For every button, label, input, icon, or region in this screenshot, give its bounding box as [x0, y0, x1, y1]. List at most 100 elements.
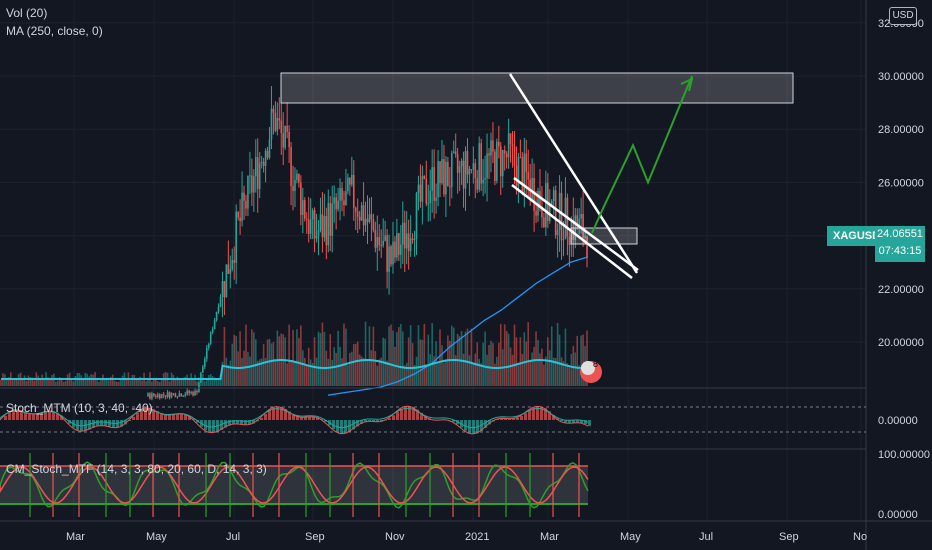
candle-body	[270, 108, 273, 140]
ma-indicator-label[interactable]: MA (250, close, 0)	[6, 24, 103, 38]
volume-bar	[121, 375, 124, 386]
volume-bar	[366, 360, 369, 386]
candle-body	[519, 157, 522, 159]
volume-bar	[560, 357, 563, 386]
volume-bar	[147, 379, 149, 386]
candle-body	[153, 393, 155, 396]
volume-bar	[525, 341, 528, 386]
volume-bar	[233, 334, 236, 386]
stoch-mtm-label[interactable]: Stoch_MTM (10, 3, 40, -40)	[6, 401, 153, 415]
news-flag-icon[interactable]: 8	[580, 359, 602, 383]
volume-bar	[217, 379, 220, 386]
candle-body	[415, 192, 418, 239]
stoch-histogram-bar	[288, 411, 291, 420]
candle-body	[360, 205, 363, 221]
stoch-histogram-bar	[176, 414, 179, 420]
candle-body	[413, 238, 416, 241]
stoch-histogram-bar	[116, 420, 119, 428]
volume-bar	[245, 324, 247, 386]
stoch-histogram-bar	[164, 414, 167, 420]
volume-bar	[139, 376, 141, 386]
volume-bar	[13, 379, 16, 386]
projection-arrow[interactable]	[591, 75, 693, 234]
volume-bar	[47, 377, 49, 386]
cm-stoch-label[interactable]: CM_Stoch_MTF (14, 3, 3, 80, 20, 60, D, 1…	[6, 462, 267, 476]
price-tick-label: 20.00000	[878, 337, 924, 349]
stoch-histogram-bar	[272, 407, 275, 420]
candle-body	[323, 216, 326, 238]
volume-bar	[153, 378, 155, 386]
volume-bar	[51, 375, 53, 386]
resistance-zone[interactable]	[280, 72, 794, 104]
volume-bar	[219, 374, 222, 386]
volume-bar	[268, 338, 271, 386]
candle-body	[243, 192, 245, 201]
candle-body	[523, 153, 526, 193]
volume-indicator-label[interactable]: Vol (20)	[6, 6, 48, 20]
candle-body	[302, 200, 304, 215]
volume-bar	[11, 380, 14, 386]
candle-body	[288, 131, 290, 148]
volume-bar	[23, 375, 26, 386]
stoch-histogram-bar	[540, 406, 543, 420]
candle-body	[441, 159, 443, 184]
stoch-histogram-bar	[408, 406, 411, 420]
stoch-histogram-bar	[296, 416, 299, 420]
candle-body	[513, 146, 516, 166]
volume-bar	[172, 374, 175, 386]
volume-bar	[403, 365, 406, 386]
stoch-histogram-bar	[16, 409, 19, 420]
volume-bar	[427, 334, 430, 386]
volume-bar	[296, 329, 298, 386]
time-axis[interactable]: Mar May Jul Sep Nov 2021 Mar May Jul Sep No	[66, 531, 867, 543]
candle-body	[452, 151, 455, 154]
candle-body	[249, 175, 251, 177]
volume-bar	[158, 381, 161, 386]
stoch-histogram-bar	[388, 418, 391, 420]
volume-bar	[37, 375, 40, 386]
volume-bar	[29, 377, 32, 386]
volume-bar	[505, 331, 508, 386]
svg-text:8: 8	[593, 359, 598, 369]
volume-bar	[352, 344, 355, 386]
stoch-histogram-bar	[364, 420, 367, 423]
candle-body	[184, 394, 187, 396]
stoch-histogram-bar	[484, 420, 487, 428]
volume-bar	[302, 350, 304, 386]
volume-bar	[15, 379, 18, 386]
volume-bar	[521, 353, 524, 386]
volume-bar	[176, 376, 179, 386]
price-tick-label: 28.00000	[878, 124, 924, 136]
stoch-histogram-bar	[420, 412, 423, 420]
wedge-lines[interactable]	[508, 73, 639, 279]
stoch-histogram-bar	[284, 408, 287, 420]
volume-bar	[55, 381, 57, 386]
volume-bar	[356, 341, 359, 386]
currency-badge[interactable]: USD	[889, 7, 917, 25]
candle-body	[372, 219, 375, 231]
candle-body	[215, 311, 218, 321]
stoch-histogram-bar	[56, 412, 59, 420]
candle-body	[309, 219, 312, 234]
candle-body	[156, 394, 159, 397]
candle-body	[431, 167, 433, 191]
time-tick-label: Jul	[226, 531, 240, 543]
candle-body	[247, 175, 249, 209]
candle-body	[484, 178, 486, 180]
volume-bar	[64, 380, 67, 386]
volume-bar	[401, 331, 404, 386]
stoch-histogram-bar	[232, 420, 235, 425]
volume-bar	[343, 323, 345, 386]
volume-bar	[529, 361, 531, 386]
support-zone[interactable]	[570, 227, 638, 245]
price-tick-label: 26.00000	[878, 177, 924, 189]
volume-bar	[231, 343, 234, 386]
candle-body	[233, 259, 236, 263]
volume-bar	[31, 377, 34, 386]
candle-body	[282, 133, 285, 148]
volume-bar	[213, 377, 216, 386]
candle-body	[505, 153, 508, 158]
volume-bar	[488, 344, 490, 386]
volume-bar	[262, 344, 265, 386]
